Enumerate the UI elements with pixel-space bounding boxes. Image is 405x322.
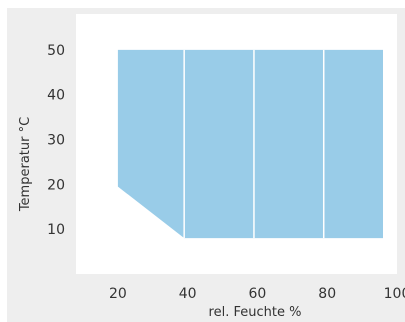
y-axis-label: Temperatur °C xyxy=(18,117,33,212)
chart-frame: 20 40 60 80 100 10 20 30 40 50 rel. Feuchte % Te… xyxy=(7,8,405,322)
y-tick-label: 40 xyxy=(47,88,65,104)
y-tick-label: 30 xyxy=(47,133,65,149)
x-tick-label: 100 xyxy=(384,286,405,302)
x-tick-label: 80 xyxy=(318,286,336,302)
y-tick-labels: 10 20 30 40 50 xyxy=(47,43,65,238)
x-tick-label: 20 xyxy=(109,286,127,302)
area-series-0 xyxy=(117,49,384,239)
area-layer xyxy=(117,49,384,239)
x-axis-label: rel. Feuchte % xyxy=(209,305,302,320)
chart-svg: 20 40 60 80 100 10 20 30 40 50 rel. Feuchte % Te… xyxy=(18,14,405,320)
divider-layer xyxy=(183,49,325,239)
x-tick-labels: 20 40 60 80 100 xyxy=(109,286,405,302)
x-tick-label: 40 xyxy=(179,286,197,302)
x-tick-label: 60 xyxy=(249,286,267,302)
y-tick-label: 20 xyxy=(47,177,65,193)
y-tick-label: 50 xyxy=(47,43,65,59)
y-tick-label: 10 xyxy=(47,222,65,238)
